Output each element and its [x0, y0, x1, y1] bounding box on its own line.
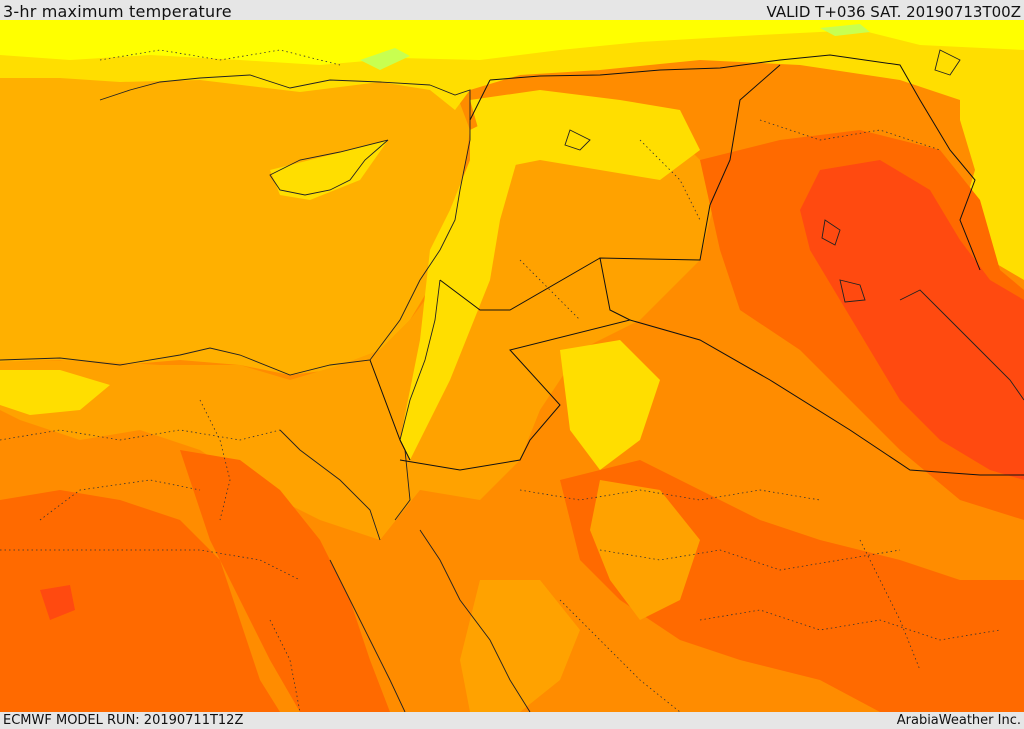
zone-dark-orange-sudan [180, 450, 390, 712]
zone-orange-light-arabia [590, 480, 700, 620]
zone-red-iraq [800, 160, 1024, 480]
zone-light-cyprus-area [270, 140, 388, 200]
credit-label: ArabiaWeather Inc. [896, 713, 1021, 728]
temperature-map[interactable] [0, 20, 1024, 712]
zone-orange-light-south [460, 580, 580, 712]
map-footer: ECMWF MODEL RUN: 20190711T12Z ArabiaWeat… [0, 712, 1024, 729]
zone-yellow-levant [400, 120, 520, 460]
admin-boundaries [0, 49, 1001, 712]
zone-light-orange-north [0, 130, 720, 540]
model-run-label: ECMWF MODEL RUN: 20190711T12Z [3, 713, 244, 728]
map-header: 3-hr maximum temperature VALID T+036 SAT… [0, 0, 1024, 21]
map-title: 3-hr maximum temperature [3, 2, 232, 21]
temperature-map-canvas [0, 20, 1024, 712]
valid-time-label: VALID T+036 SAT. 20190713T00Z [766, 3, 1021, 21]
zone-yellow-syria [470, 90, 700, 180]
zone-yellow-egypt-coast [0, 370, 110, 415]
zone-dark-orange-southwest [0, 490, 280, 712]
sea-mediterranean [0, 75, 470, 375]
coastlines [0, 49, 1024, 712]
zone-red-spot-1 [40, 585, 75, 620]
country-borders [369, 54, 1024, 476]
zone-yellow-jordan [560, 340, 660, 470]
